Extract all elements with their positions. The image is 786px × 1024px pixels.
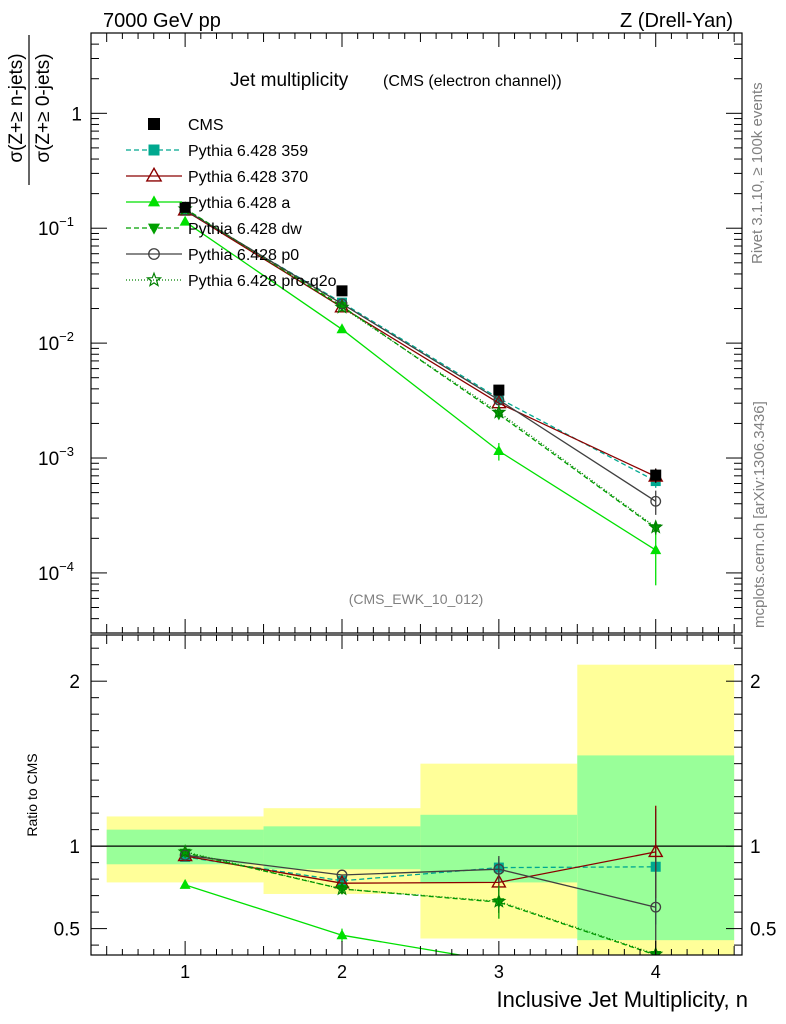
main-series-point-4-2: [336, 302, 348, 313]
legend-marker-cms: [148, 118, 160, 130]
ratio-series-point-3-1: [179, 878, 191, 889]
xtick-label-1: 1: [180, 962, 190, 982]
ratio-series-point-6-3: [491, 893, 507, 908]
cms-data-point-2: [336, 285, 348, 297]
ratio-series-line-2: [184, 851, 656, 884]
main-series-point-3-2: [336, 323, 348, 334]
main-series-point-5-2: [336, 298, 348, 310]
main-ylabel: σ(Z+≥ n-jets) σ(Z+≥ 0-jets): [6, 35, 54, 185]
legend-label-4: Pythia 6.428 dw: [188, 221, 302, 238]
ratio-series-point-5-1: [179, 849, 191, 861]
legend-label-3: Pythia 6.428 a: [188, 195, 290, 212]
main-title: Jet multiplicity: [230, 70, 349, 91]
main-series-point-3-4: [650, 544, 662, 555]
main-ytick-label-2: 10−1: [38, 214, 74, 240]
legend-marker-4: [147, 223, 161, 235]
ratio-series-point-1-2: [336, 875, 347, 886]
legend-marker-3: [147, 195, 161, 207]
main-ytick-label-5: 10−4: [38, 559, 74, 585]
legend-label-2: Pythia 6.428 370: [188, 169, 308, 186]
ratio-series-point-5-3: [493, 863, 505, 875]
main-series-point-3-3: [493, 445, 505, 456]
main-ylabel-numerator: σ(Z+≥ n-jets): [6, 53, 27, 162]
xaxis-label: Inclusive Jet Multiplicity, n: [497, 987, 748, 1012]
ratio-ytick-label-right-2: 1: [750, 837, 761, 858]
main-series-point-5-4: [650, 495, 662, 507]
main-plot-frame: [90, 32, 743, 634]
main-series-line-2: [184, 209, 656, 478]
cms-data-point-3: [493, 384, 505, 396]
header-right: Z (Drell-Yan): [620, 10, 733, 32]
ratio-ytick-label-3: 2: [69, 672, 80, 693]
legend-label-6: Pythia 6.428 pro-q2o: [188, 273, 337, 290]
ratio-ylabel: Ratio to CMS: [24, 753, 40, 836]
legend-marker-2: [145, 166, 163, 182]
main-series-group: [177, 201, 664, 586]
ratio-ytick-label-right-3: 2: [750, 672, 761, 693]
xtick-label-2: 2: [337, 962, 347, 982]
analysis-id: (CMS_EWK_10_012): [349, 591, 484, 607]
ratio-series-point-5-2: [336, 869, 348, 881]
ratio-band-inner-2: [263, 826, 421, 870]
legend: CMS Pythia 6.428 359 Pythia 6.428 370 Pythi…: [126, 117, 337, 290]
ratio-series-point-5-4: [650, 901, 662, 913]
ratio-ytick-label-2: 1: [69, 837, 80, 858]
main-series-point-6-3: [491, 404, 507, 419]
ratio-series-line-4: [184, 852, 656, 955]
legend-marker-5: [148, 248, 160, 260]
ratio-ytick-label-right-1: 0.5: [750, 920, 776, 941]
xtick-label-3: 3: [494, 962, 504, 982]
main-series-point-3-1: [179, 215, 191, 226]
legend-marker-6: [145, 271, 163, 287]
main-series-line-5: [184, 209, 657, 502]
main-ytick-label-1: 1: [71, 104, 82, 125]
main-ytick-label-4: 10−3: [38, 444, 74, 470]
ratio-series-point-6-2: [334, 881, 350, 896]
legend-marker-1: [148, 144, 160, 156]
legend-label-1: Pythia 6.428 359: [188, 143, 308, 160]
ratio-series-point-6-1: [177, 843, 193, 859]
ratio-series-point-6-4: [648, 946, 664, 955]
header-left: 7000 GeV pp: [103, 10, 221, 32]
ratio-series-group: [177, 805, 664, 955]
legend-label-cms: CMS: [188, 117, 224, 134]
ratio-uncertainty-bands: [91, 664, 742, 955]
main-ytick-label-3: 10−2: [38, 329, 74, 355]
cms-data-point-1: [179, 201, 191, 213]
main-series-point-6-2: [334, 299, 350, 314]
axes-group: 1 2 3 4 1 10−1 10−2 10−3 10−4 0.5 0.5 1 1 2 2: [38, 32, 776, 982]
rivet-version-label: Rivet 3.1.10, ≥ 100k events: [749, 82, 766, 264]
ratio-series-line-5: [185, 854, 656, 908]
mcplots-label: mcplots.cern.ch [arXiv:1306.3436]: [751, 401, 768, 628]
main-series-line-3: [184, 221, 657, 551]
ratio-ytick-label-1: 0.5: [54, 920, 80, 941]
legend-label-5: Pythia 6.428 p0: [188, 247, 299, 264]
main-series-point-6-4: [648, 519, 664, 534]
xtick-label-4: 4: [651, 962, 661, 982]
main-series-line-6: [184, 208, 657, 528]
ratio-plot-frame: [90, 634, 743, 956]
ratio-series-point-2-4: [648, 843, 664, 858]
ratio-series-point-3-2: [336, 929, 348, 940]
main-ylabel-denominator: σ(Z+≥ 0-jets): [33, 53, 54, 162]
cms-data-point-4: [650, 469, 662, 481]
main-subtitle: (CMS (electron channel)): [383, 73, 562, 90]
